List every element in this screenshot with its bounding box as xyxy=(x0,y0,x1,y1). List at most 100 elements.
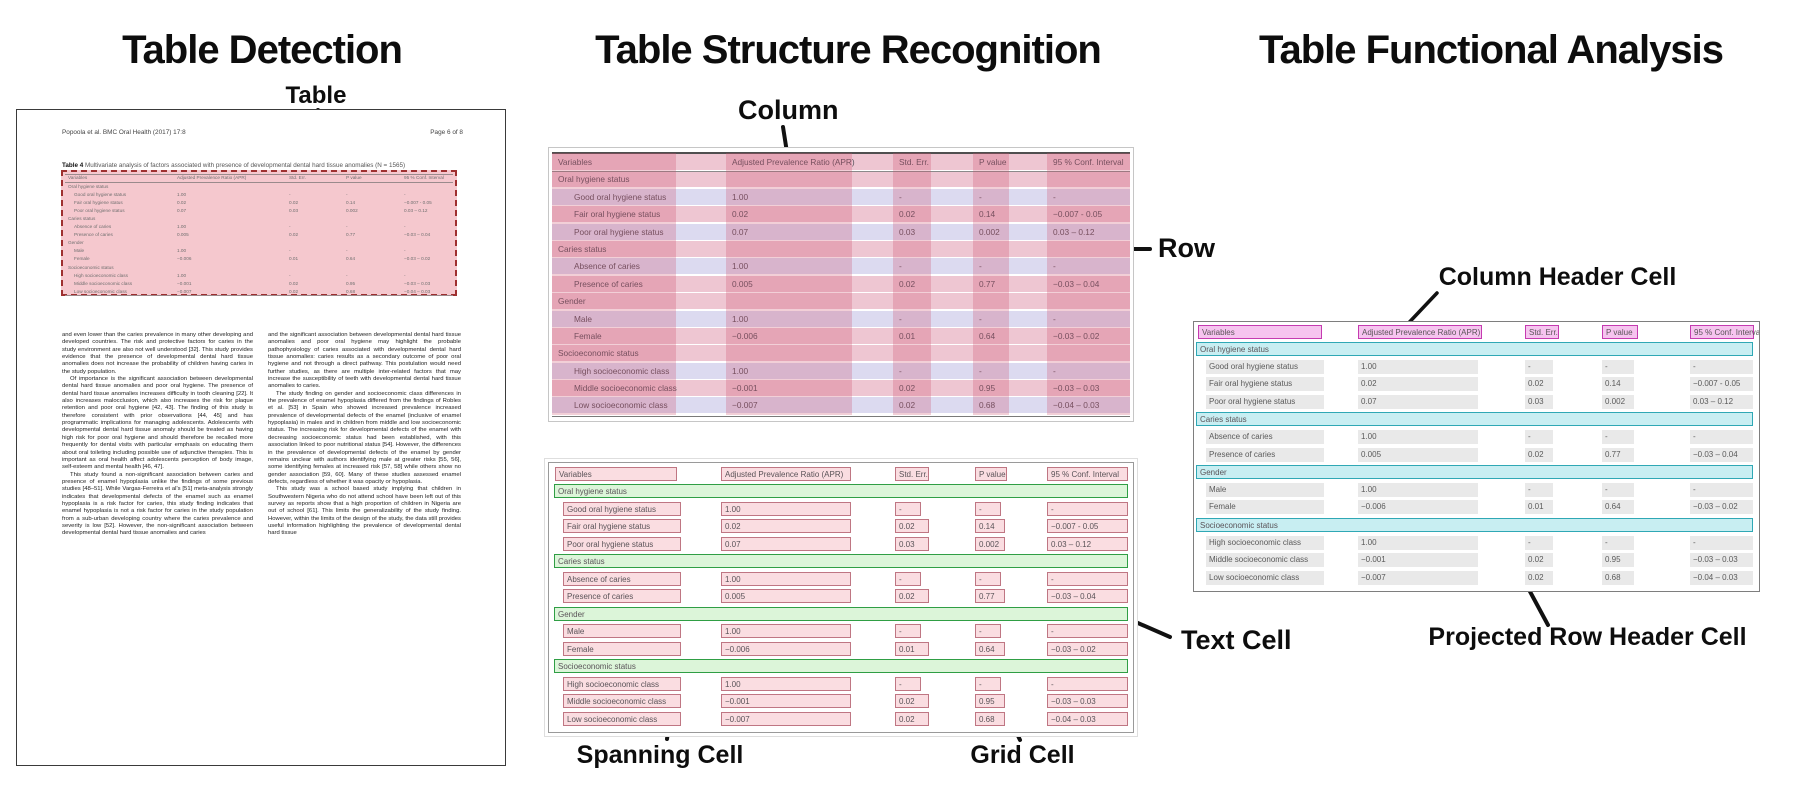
text-cell-box: Poor oral hygiene status xyxy=(563,536,681,551)
doc-value-cell: 1.00 xyxy=(177,248,187,254)
text-cell-box: Absence of caries xyxy=(563,571,681,586)
structure-label-cell: Low socioeconomic class xyxy=(574,400,668,411)
functional-data-cell-box: Fair oral hygiene status xyxy=(1206,377,1324,392)
doc-value-cell: - xyxy=(346,224,348,230)
structure-row: Good oral hygiene status 1.00 - - - xyxy=(552,188,1130,205)
text-cell-box: −0.007 xyxy=(721,711,851,726)
structure-value-cell: 0.64 xyxy=(979,330,996,341)
functional-data-cell-box: 0.02 xyxy=(1525,570,1553,585)
text-cell-box: 0.02 xyxy=(895,711,929,726)
functional-row: Absence of caries 1.00 - - - xyxy=(1194,429,1759,448)
doc-value-cell: 0.02 xyxy=(289,232,299,238)
doc-value-cell: −0.006 xyxy=(177,256,192,262)
grid-cell-box: - xyxy=(1047,624,1128,638)
doc-value-cell: - xyxy=(346,191,348,197)
spanning-cell-box: Gender xyxy=(554,606,1128,621)
functional-data-cell-box: - xyxy=(1602,429,1634,444)
body-text-right-column: and the significant association between … xyxy=(268,332,461,538)
text-cell-box: 0.002 xyxy=(975,536,1005,551)
structure-row: Caries status xyxy=(552,240,1130,257)
doc-value-cell: 0.64 xyxy=(346,256,356,262)
structure-label-cell: High socioeconomic class xyxy=(574,365,670,376)
doc-label-cell: Fair oral hygiene status xyxy=(74,199,123,205)
grid-cell-box: - xyxy=(1047,676,1128,691)
structure-rows-columns-table: Variables Adjusted Prevalence Ratio (APR)… xyxy=(548,147,1134,422)
projected-row-header-cell-box: Caries status xyxy=(1196,412,1753,427)
doc-value-cell: 1.00 xyxy=(177,191,187,197)
doc-table-row: Middle socioeconomic class −0.001 0.02 0.95… xyxy=(65,280,453,288)
doc-label-cell: Low socioeconomic class xyxy=(74,288,127,294)
functional-data-cell-box: Poor oral hygiene status xyxy=(1206,394,1324,409)
structure-value-cell: −0.006 xyxy=(732,330,758,341)
structure-value-cell: - xyxy=(1053,313,1056,324)
structure-section-cell: Oral hygiene status xyxy=(558,174,630,185)
body-paragraph: and even lower than the caries prevalenc… xyxy=(62,332,253,375)
structure-label-cell: Poor oral hygiene status xyxy=(574,226,664,237)
doc-value-cell: 0.07 xyxy=(177,207,187,213)
functional-data-cell-box: - xyxy=(1525,429,1553,444)
functional-data-cell-box: - xyxy=(1602,535,1634,550)
text-cell-box: −0.006 xyxy=(721,641,851,656)
table-caption-text: Multivariate analysis of factors associa… xyxy=(83,162,406,169)
structure-value-cell: −0.03 – 0.04 xyxy=(1053,278,1100,289)
text-cell-box: High socioeconomic class xyxy=(563,676,681,691)
structure-value-cell: - xyxy=(1053,191,1056,202)
structure-value-cell: - xyxy=(899,313,902,324)
functional-data-cell-box: 0.02 xyxy=(1525,447,1553,462)
text-cell-box: 0.03 xyxy=(895,536,929,551)
doc-table-row: Female −0.006 0.01 0.64 −0.03 – 0.02 xyxy=(65,255,453,263)
document-page: Popoola et al. BMC Oral Health (2017) 17… xyxy=(16,109,506,766)
functional-data-cell-box: Female xyxy=(1206,500,1324,515)
doc-value-cell: 1.00 xyxy=(177,224,187,230)
doc-label-cell: Presence of caries xyxy=(74,232,113,238)
doc-table-row: Variables Adjusted Prevalence Ratio (APR)… xyxy=(65,174,453,183)
structure-cells-row: High socioeconomic class 1.00 - - - xyxy=(549,676,1133,695)
structure-value-cell: 0.07 xyxy=(732,226,749,237)
structure-value-cell: 0.03 xyxy=(899,226,916,237)
structure-value-cell: −0.04 – 0.03 xyxy=(1053,400,1100,411)
column-header-text-cell-box: Std. Err. xyxy=(895,467,929,481)
doc-section-cell: Gender xyxy=(68,240,84,246)
functional-data-cell-box: Male xyxy=(1206,482,1324,497)
functional-row: Fair oral hygiene status 0.02 0.02 0.14 −0.0… xyxy=(1194,377,1759,395)
doc-table-row: Caries status xyxy=(65,215,453,223)
doc-value-cell: - xyxy=(289,272,291,278)
functional-data-cell-box: 0.68 xyxy=(1602,570,1634,585)
doc-label-cell: Male xyxy=(74,248,85,254)
panel-title-table-functional-analysis: Table Functional Analysis xyxy=(1259,28,1724,72)
text-cell-box: 1.00 xyxy=(721,571,851,586)
text-cell-box: 0.68 xyxy=(975,711,1005,726)
text-cell-box: 0.14 xyxy=(975,519,1005,533)
structure-value-cell: 0.68 xyxy=(979,400,996,411)
column-annotation-label: Column xyxy=(738,95,839,125)
functional-data-cell-box: −0.03 – 0.02 xyxy=(1690,500,1753,515)
text-cell-box: 0.02 xyxy=(895,589,929,603)
doc-table-row: Fair oral hygiene status 0.02 0.02 0.14 −0.0… xyxy=(65,199,453,207)
structure-value-cell: - xyxy=(1053,365,1056,376)
functional-row: High socioeconomic class 1.00 - - - xyxy=(1194,535,1759,554)
panel-title-table-detection: Table Detection xyxy=(122,28,403,72)
structure-label-cell: Middle socioeconomic class xyxy=(574,383,677,394)
doc-table-rule xyxy=(65,173,453,175)
text-cell-box: Low socioeconomic class xyxy=(563,711,681,726)
doc-value-cell: 0.95 xyxy=(346,280,356,286)
structure-cells-row: Oral hygiene status xyxy=(549,484,1133,502)
structure-row: Oral hygiene status xyxy=(552,171,1130,188)
text-cell-box: −0.03 – 0.03 xyxy=(1047,694,1128,708)
text-cell-box: −0.03 – 0.02 xyxy=(1047,641,1128,656)
column-header-text-cell-box: Adjusted Prevalence Ratio (APR) xyxy=(721,467,851,481)
functional-row: Middle socioeconomic class −0.001 0.02 0.95… xyxy=(1194,553,1759,571)
functional-data-cell-box: 1.00 xyxy=(1358,359,1478,374)
body-paragraph: This study found a non-significant assoc… xyxy=(62,471,253,537)
functional-data-cell-box: −0.006 xyxy=(1358,500,1478,515)
structure-value-cell: 0.005 xyxy=(732,278,753,289)
structure-row: Absence of caries 1.00 - - - xyxy=(552,258,1130,275)
grid-cell-box: - xyxy=(895,501,921,516)
text-cell-box: Female xyxy=(563,641,681,656)
doc-header-cell: Std. Err. xyxy=(289,175,306,180)
doc-label-cell: Poor oral hygiene status xyxy=(74,207,125,213)
text-cell-box: −0.03 – 0.04 xyxy=(1047,589,1128,603)
structure-value-cell: 0.02 xyxy=(899,400,916,411)
doc-table-row: Absence of caries 1.00 - - - xyxy=(65,223,453,231)
structure-cells-row: Fair oral hygiene status 0.02 0.02 0.14 −0.0… xyxy=(549,519,1133,537)
